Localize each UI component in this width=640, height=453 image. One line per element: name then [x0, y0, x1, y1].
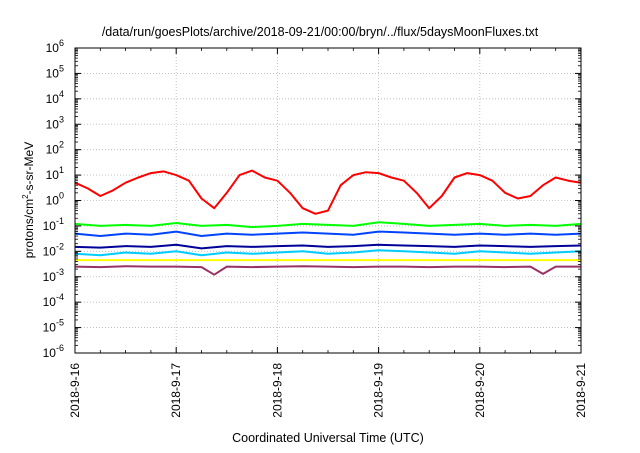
- y-tick-label-base: 10: [46, 168, 60, 182]
- y-tick-label-base: 10: [46, 117, 60, 131]
- y-axis-label-rest: -s-sr-MeV: [22, 142, 36, 195]
- x-axis-label: Coordinated Universal Time (UTC): [232, 431, 424, 445]
- series-line-4: [74, 230, 582, 237]
- y-axis-label: protons/cm2-s-sr-MeV: [21, 142, 36, 258]
- y-axis-label-superscript: 2: [21, 194, 30, 199]
- y-tick-label-exponent: 3: [59, 114, 64, 124]
- y-tick-label-base: 10: [46, 92, 60, 106]
- y-tick-label-exponent: -1: [56, 216, 64, 226]
- y-tick-label-exponent: -2: [56, 241, 64, 251]
- axis-ticks: [74, 47, 582, 354]
- series-line-2: [74, 221, 582, 229]
- chart-title: /data/run/goesPlots/archive/2018-09-21/0…: [102, 25, 539, 39]
- series-line-3: [74, 249, 582, 257]
- x-tick-label: 2018-9-21: [574, 363, 588, 418]
- y-tick-label: 100: [46, 191, 64, 208]
- y-tick-label: 103: [46, 114, 64, 131]
- series-layer: [74, 169, 582, 276]
- y-tick-label-base: 10: [46, 41, 60, 55]
- x-tick-label: 2018-9-20: [473, 363, 487, 418]
- y-tick-label: 105: [46, 63, 64, 80]
- x-tick-label: 2018-9-19: [372, 363, 386, 418]
- y-tick-label: 10-6: [43, 343, 64, 360]
- y-tick-label-exponent: 1: [59, 165, 64, 175]
- y-tick-label: 106: [46, 38, 64, 55]
- grid: [75, 48, 581, 353]
- y-tick-label: 10-5: [43, 318, 64, 335]
- y-tick-label: 10-1: [43, 216, 64, 233]
- x-tick-label: 2018-9-16: [68, 363, 82, 418]
- x-tick-label: 2018-9-17: [169, 363, 183, 418]
- series-line-5: [74, 243, 582, 250]
- series-line-7: [74, 265, 581, 276]
- x-tick-label: 2018-9-18: [270, 363, 284, 418]
- y-axis-label-main: protons/cm: [22, 199, 36, 258]
- y-tick-label-base: 10: [46, 143, 60, 157]
- y-tick-label-exponent: 0: [59, 191, 64, 201]
- y-tick-label-exponent: -3: [56, 267, 64, 277]
- y-tick-label: 104: [46, 89, 64, 106]
- x-axis: 2018-9-16 2018-9-17 2018-9-18 2018-9-19 2018…: [68, 363, 588, 418]
- y-tick-label-base: 10: [46, 66, 60, 80]
- y-tick-label-base: 10: [43, 219, 57, 233]
- y-tick-label: 101: [46, 165, 64, 182]
- y-tick-label-base: 10: [43, 244, 57, 258]
- y-tick-label-base: 10: [43, 295, 57, 309]
- y-tick-label-exponent: 6: [59, 38, 64, 48]
- y-tick-label-exponent: 5: [59, 63, 64, 73]
- y-axis: 10-610-510-410-310-210-11001011021031041…: [43, 38, 64, 360]
- y-tick-label-exponent: 2: [59, 140, 64, 150]
- series-line-1: [74, 169, 582, 215]
- y-tick-label-exponent: -6: [56, 343, 64, 353]
- y-tick-label-base: 10: [46, 194, 60, 208]
- y-tick-label: 10-4: [43, 292, 64, 309]
- y-tick-label: 10-2: [43, 241, 64, 258]
- y-tick-label: 10-3: [43, 267, 64, 284]
- y-tick-label: 102: [46, 140, 64, 157]
- y-tick-label-exponent: 4: [59, 89, 64, 99]
- y-tick-label-base: 10: [43, 270, 57, 284]
- y-tick-label-base: 10: [43, 321, 57, 335]
- y-tick-label-exponent: -5: [56, 318, 64, 328]
- y-tick-label-exponent: -4: [56, 292, 64, 302]
- y-tick-label-base: 10: [43, 346, 57, 360]
